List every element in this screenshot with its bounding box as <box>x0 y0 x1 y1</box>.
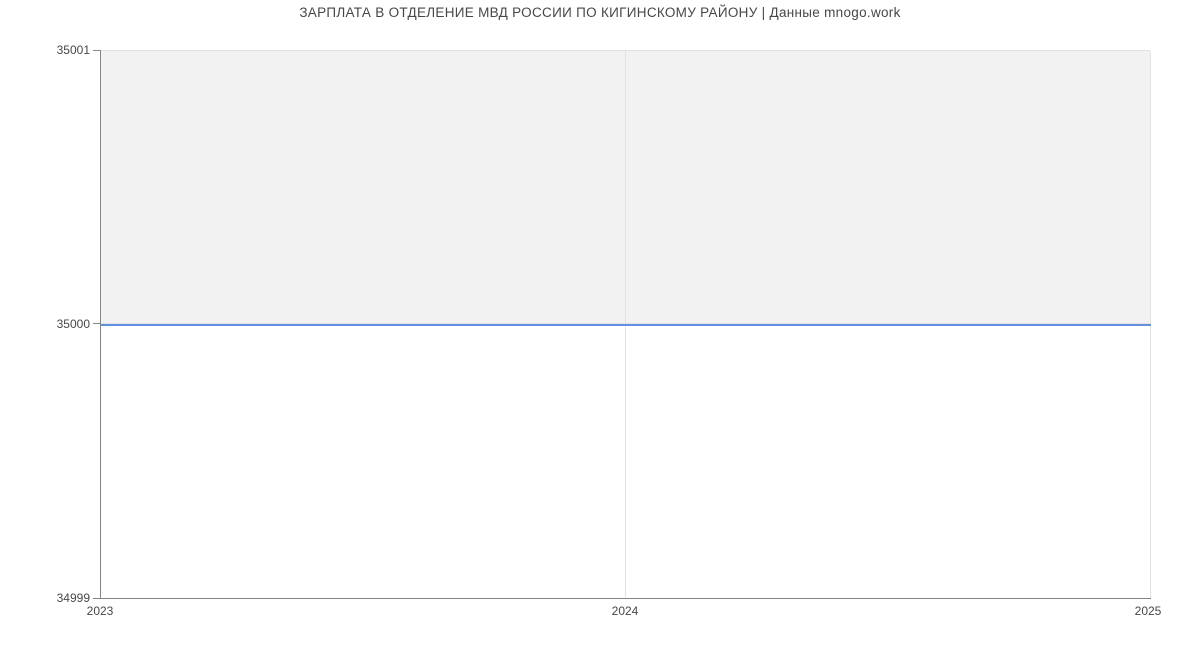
y-tick-label: 34999 <box>56 591 90 605</box>
y-tick-label: 35001 <box>56 43 90 57</box>
x-tick-label: 2023 <box>86 604 114 618</box>
chart-title: ЗАРПЛАТА В ОТДЕЛЕНИЕ МВД РОССИИ ПО КИГИН… <box>299 5 901 20</box>
x-tick-label: 2024 <box>611 604 639 618</box>
series-line <box>100 324 1151 326</box>
y-tick-label: 35000 <box>56 317 90 331</box>
x-axis-line <box>100 598 1151 599</box>
horizontal-gridline-35001 <box>101 50 1150 51</box>
y-axis-tick <box>93 50 100 51</box>
y-axis-line <box>100 50 101 599</box>
y-axis-tick <box>93 323 100 324</box>
y-axis-tick <box>93 598 100 599</box>
x-tick-label: 2025 <box>1134 604 1162 618</box>
